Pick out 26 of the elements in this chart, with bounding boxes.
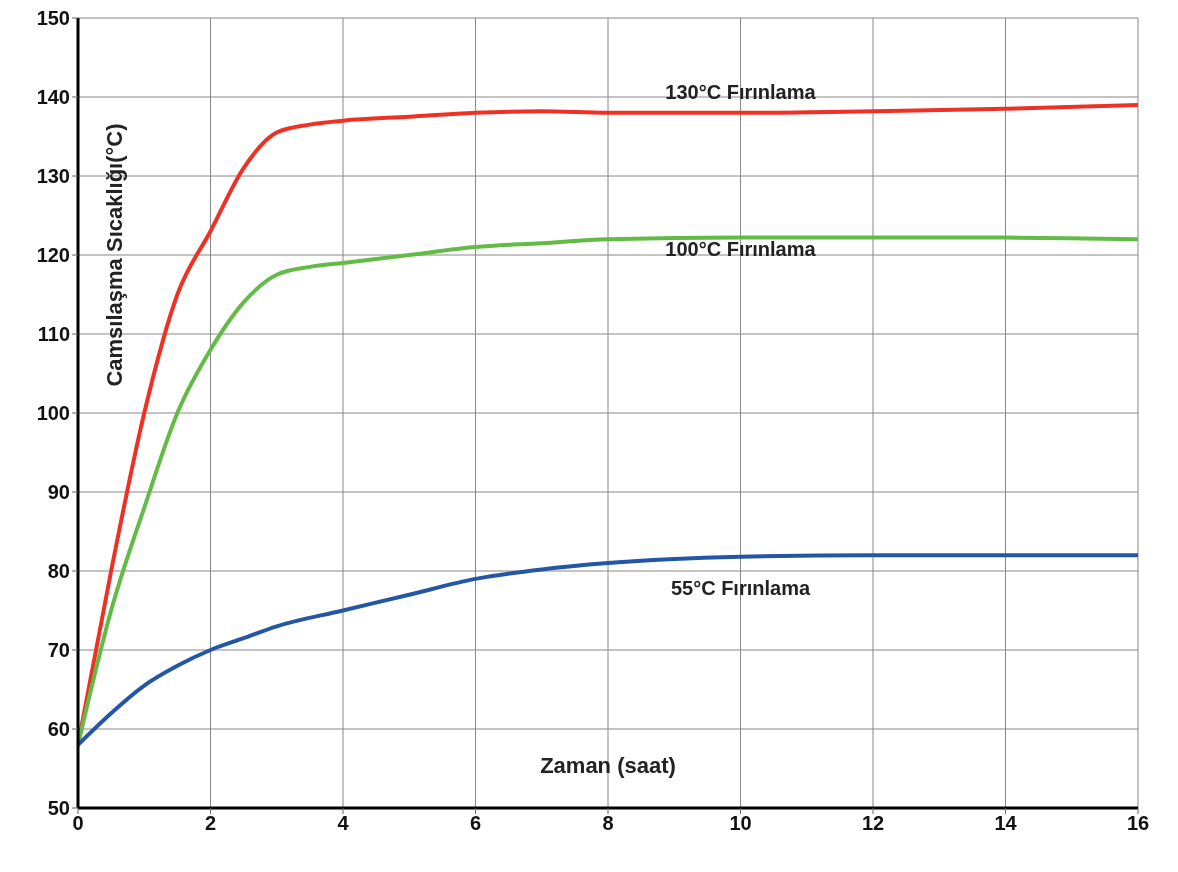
y-tick-label: 70 [47,639,70,662]
y-tick-label: 60 [47,718,70,741]
y-axis-title: Camsılaşma Sıcaklığı(°C) [101,123,127,387]
y-tick-label: 140 [36,86,70,109]
y-tick-label: 120 [36,244,70,267]
y-tick-label: 100 [36,402,70,425]
y-tick-label: 150 [36,7,70,30]
x-tick-label: 14 [994,812,1018,835]
x-tick-label: 4 [337,812,350,835]
y-tick-label: 130 [36,165,70,188]
y-tick-label: 90 [47,481,70,504]
x-tick-label: 8 [602,812,614,835]
x-tick-label: 12 [861,812,885,835]
x-tick-label: 2 [204,812,217,835]
x-tick-label: 10 [729,812,752,835]
line-series [78,553,1138,747]
x-tick-label: 6 [469,812,482,835]
series-label: 55°C Fırınlama [670,576,811,599]
series-label: 100°C Fırınlama [665,237,817,260]
x-axis-title: Zaman (saat) [540,753,676,778]
y-tick-label: 50 [47,797,70,820]
x-tick-label: 16 [1126,812,1150,835]
x-tick-label: 0 [72,812,84,835]
series-label: 130°C Fırınlama [665,80,817,103]
y-tick-label: 80 [47,560,70,583]
y-tick-label: 110 [37,323,70,346]
